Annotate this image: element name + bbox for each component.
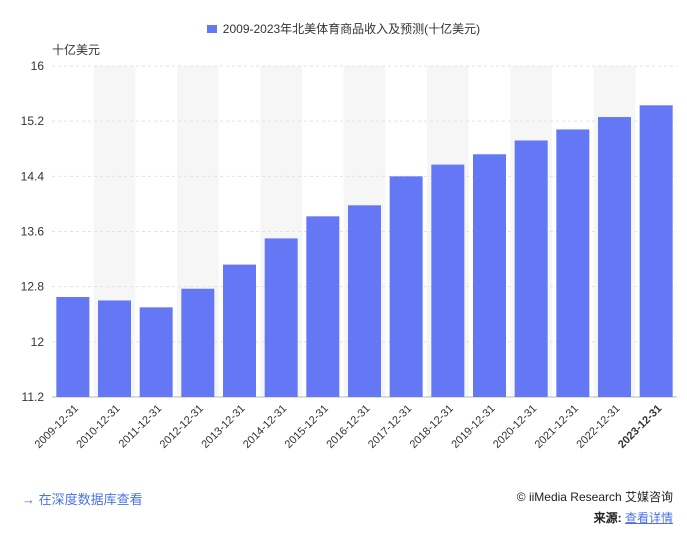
bar [639,105,673,398]
view-in-database-link[interactable]: → 在深度数据库查看 [22,492,143,507]
bar [223,264,256,397]
bar [473,154,506,397]
chart-legend: 2009-2023年北美体育商品收入及预测(十亿美元) [0,20,687,37]
source-label: 来源: [593,511,622,525]
y-axis-ticks: 11.2 12 12.8 13.6 14.4 15.2 16 [21,59,45,404]
bar [389,176,423,397]
y-tick-label: 15.2 [21,114,45,128]
bar [264,238,298,397]
y-tick-label: 12 [31,335,45,349]
y-tick-label: 11.2 [22,390,45,404]
credit-text: © iiMedia Research 艾媒咨询 [516,490,673,504]
y-axis-unit-label: 十亿美元 [52,43,101,57]
bar [98,300,131,397]
y-tick-label: 12.8 [21,280,45,294]
bar [514,140,548,397]
bar [598,117,631,397]
x-tick-label: 2017-12-31 [366,403,414,451]
bar [56,297,90,397]
source-line: 来源: 查看详情 [594,509,673,526]
x-tick-label: 2021-12-31 [533,403,581,451]
bar-chart: 11.2 12 12.8 13.6 14.4 15.2 16 2009-12-312010-… [21,59,677,451]
x-tick-label: 2014-12-31 [241,403,289,451]
bar [306,216,340,397]
legend-label: 2009-2023年北美体育商品收入及预测(十亿美元) [222,22,481,36]
x-tick-label: 2022-12-31 [574,403,622,451]
y-tick-label: 16 [31,59,45,73]
x-tick-label: 2013-12-31 [199,403,247,451]
x-axis-ticks: 2009-12-312010-12-312011-12-312012-12-31… [33,403,665,451]
bar [556,129,590,398]
bar [431,164,465,397]
legend-swatch [206,24,217,33]
x-tick-label: 2023-12-31 [616,403,664,451]
x-tick-label: 2020-12-31 [491,403,539,451]
y-tick-label: 14.4 [21,169,45,183]
bars [56,105,673,398]
x-tick-label: 2012-12-31 [158,403,206,451]
view-details-link[interactable]: 查看详情 [624,511,673,525]
bar [181,288,215,397]
x-tick-label: 2009-12-31 [33,403,81,451]
x-tick-label: 2018-12-31 [408,403,456,451]
x-tick-label: 2015-12-31 [283,403,331,451]
x-tick-label: 2010-12-31 [74,403,122,451]
x-tick-label: 2019-12-31 [449,403,497,451]
bar [348,205,381,397]
x-tick-label: 2016-12-31 [324,403,372,451]
y-tick-label: 13.6 [21,225,45,239]
bar [139,307,173,397]
